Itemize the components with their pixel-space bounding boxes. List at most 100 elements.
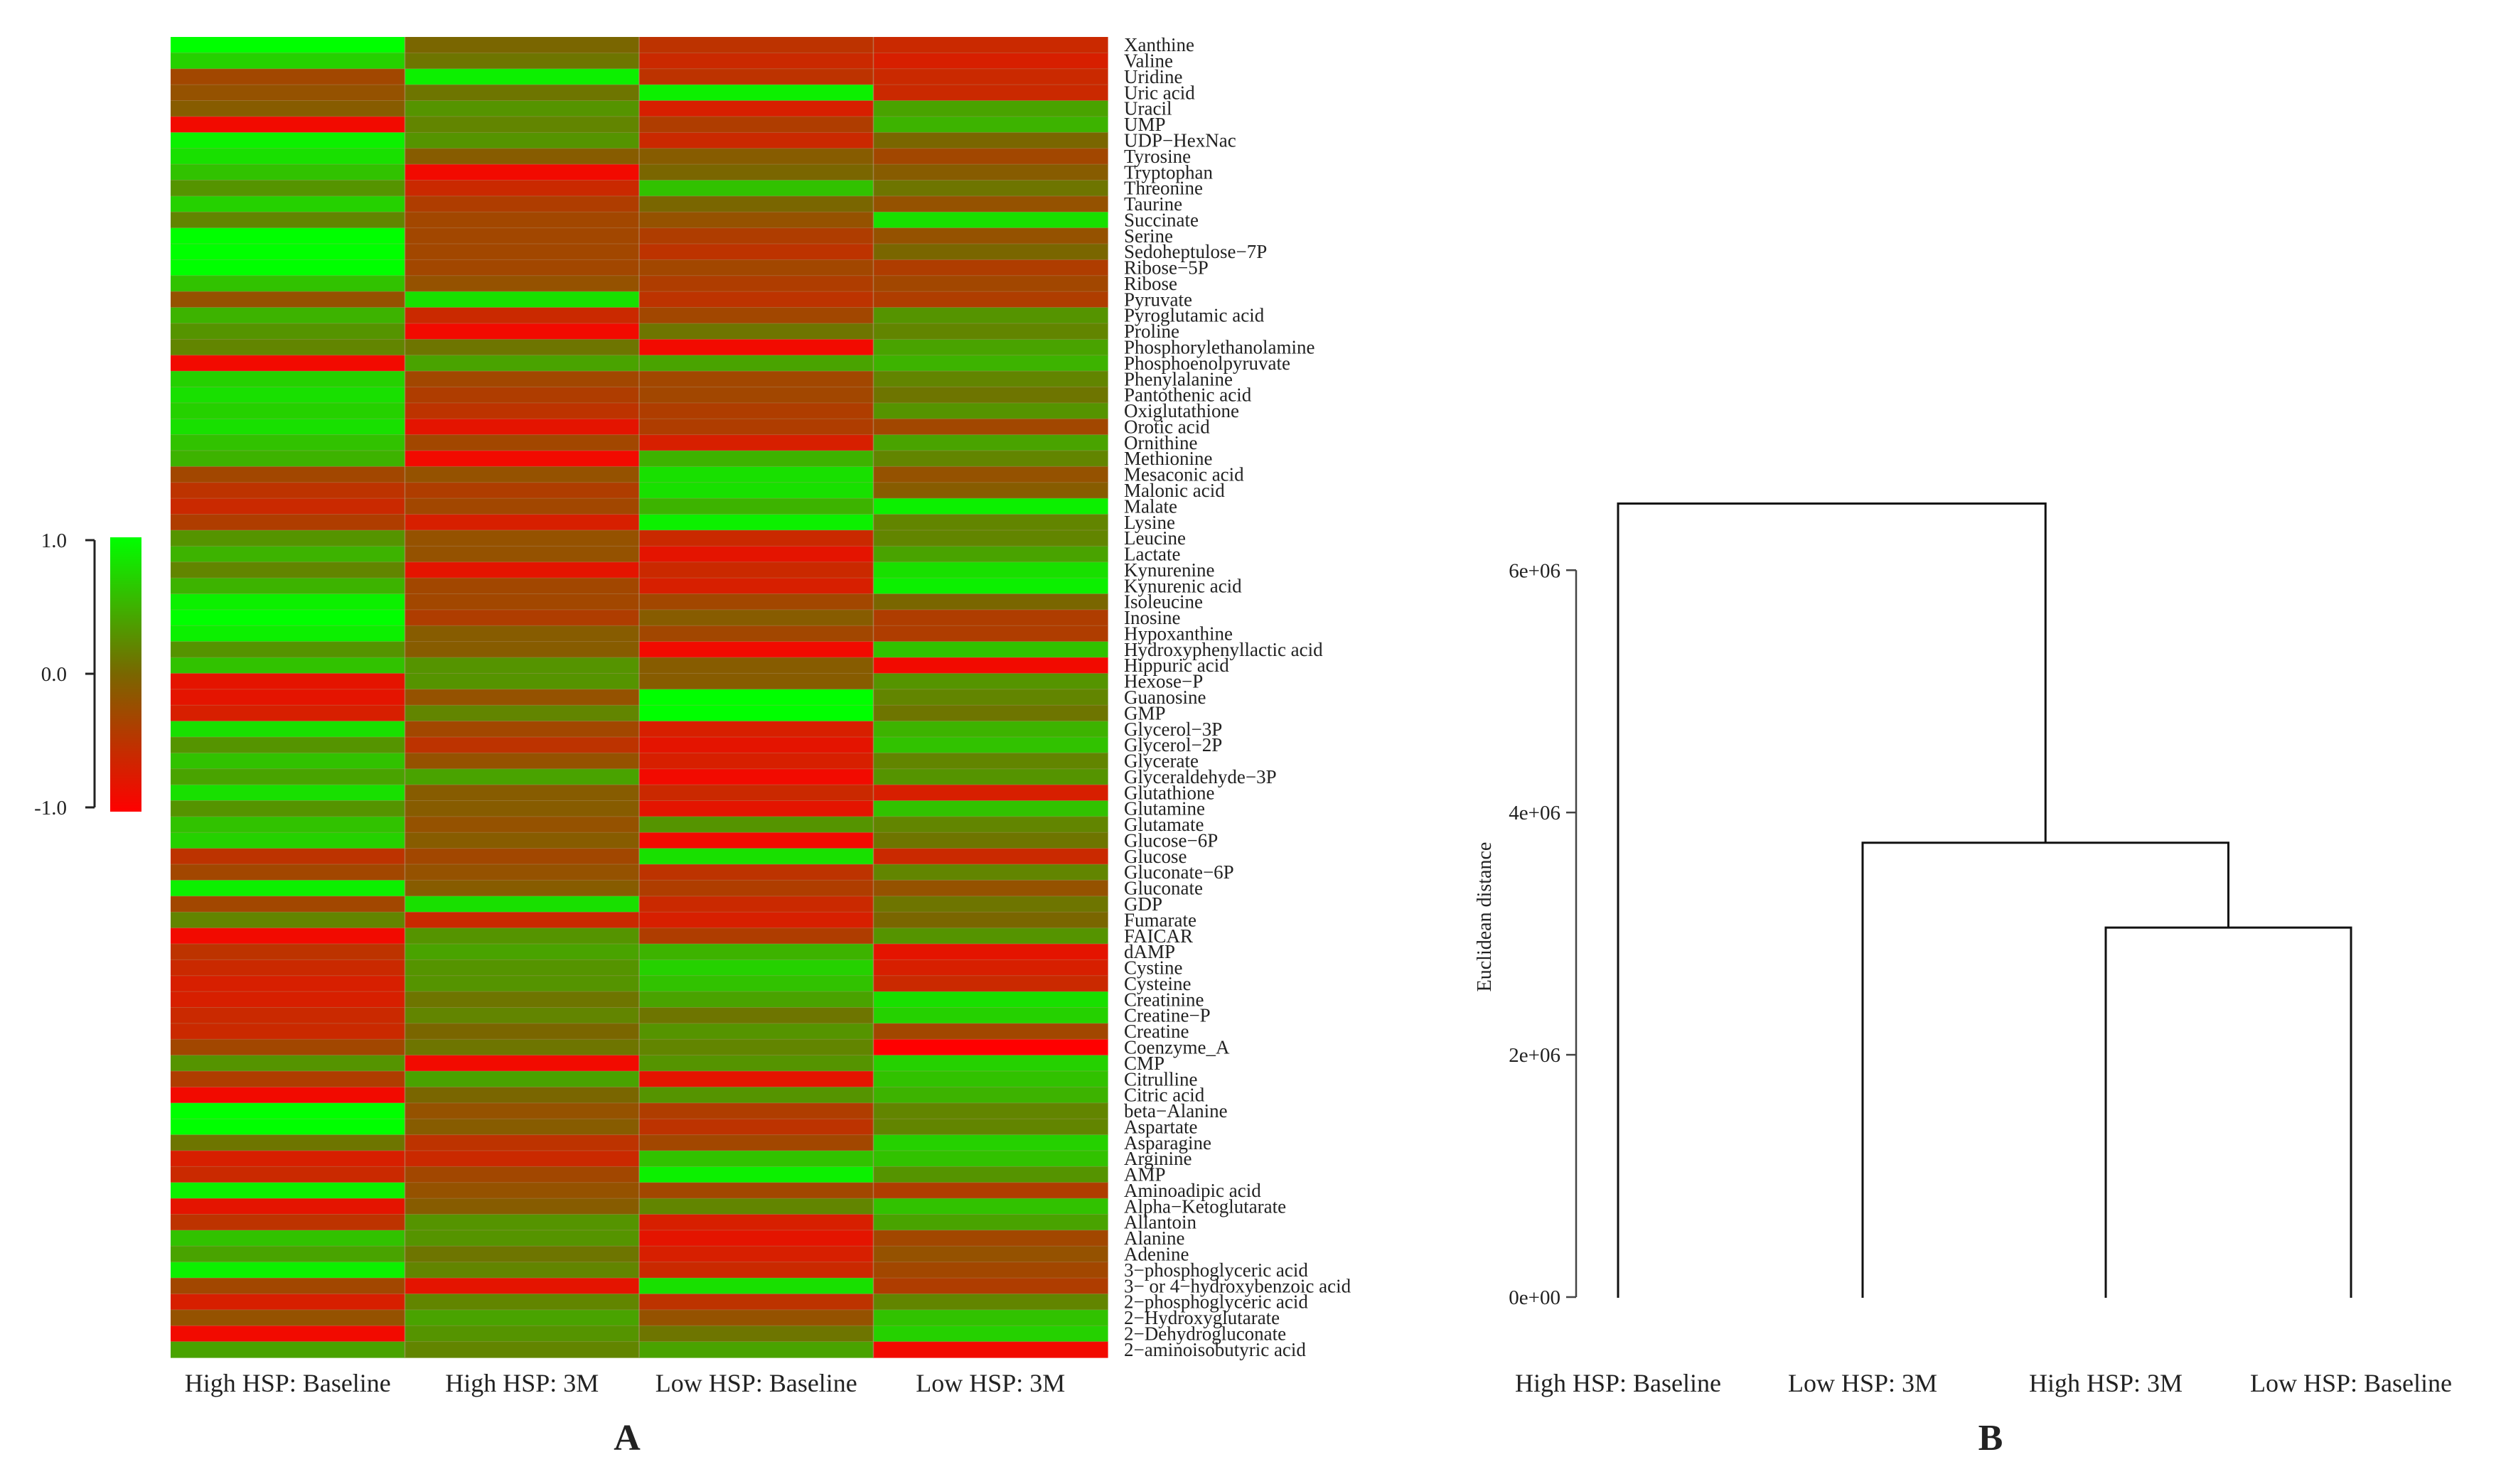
heatmap-cell: [639, 1055, 874, 1072]
heatmap-row-label: Glutathione: [1124, 782, 1214, 803]
color-scale-tick-label: -1.0: [34, 797, 67, 819]
heatmap-cell: [873, 355, 1108, 372]
heatmap-row-label: GDP: [1124, 893, 1162, 915]
heatmap-cell: [873, 705, 1108, 722]
heatmap-row-label: Malate: [1124, 495, 1177, 517]
heatmap-cell: [171, 785, 406, 802]
heatmap-cell: [639, 116, 874, 133]
heatmap-cell: [171, 1119, 406, 1136]
heatmap-cell: [405, 832, 640, 849]
heatmap-cell: [171, 736, 406, 753]
heatmap-cell: [639, 1007, 874, 1024]
dendrogram-leaf-label: High HSP: 3M: [2029, 1369, 2183, 1397]
heatmap-row-label: Inosine: [1124, 607, 1181, 628]
heatmap-cell: [873, 132, 1108, 149]
heatmap-cell: [873, 466, 1108, 483]
heatmap-row-label: FAICAR: [1124, 925, 1193, 947]
heatmap-cell: [171, 1294, 406, 1311]
heatmap-cells: [171, 37, 1108, 1358]
heatmap-cell: [873, 291, 1108, 308]
heatmap-cell: [405, 1071, 640, 1088]
dendrogram-leaf-label: Low HSP: 3M: [1788, 1369, 1937, 1397]
heatmap-cell: [171, 514, 406, 531]
heatmap-cell: [171, 546, 406, 563]
heatmap-cell: [171, 1102, 406, 1119]
heatmap-cell: [171, 244, 406, 260]
heatmap-cell: [171, 466, 406, 483]
heatmap-row-label: Ornithine: [1124, 432, 1197, 453]
heatmap-row-label: Creatinine: [1124, 989, 1204, 1010]
heatmap-cell: [405, 482, 640, 499]
heatmap-row-label: Pyroglutamic acid: [1124, 305, 1265, 326]
heatmap-row-label: beta−Alanine: [1124, 1100, 1228, 1122]
heatmap-cell: [639, 689, 874, 706]
heatmap-row-label: Lysine: [1124, 512, 1175, 533]
heatmap-row-label: 2−aminoisobutyric acid: [1124, 1339, 1306, 1360]
heatmap-cell: [405, 1150, 640, 1167]
heatmap-cell: [639, 561, 874, 579]
heatmap-cell: [405, 1166, 640, 1183]
heatmap-cell: [405, 641, 640, 658]
heatmap-cell: [873, 37, 1108, 53]
dendrogram-leaf-label: Low HSP: Baseline: [2250, 1369, 2452, 1397]
heatmap-cell: [873, 451, 1108, 468]
heatmap-cell: [171, 1134, 406, 1151]
heatmap-cell: [639, 434, 874, 451]
heatmap-cell: [873, 100, 1108, 117]
heatmap-cell: [405, 1294, 640, 1311]
heatmap-cell: [873, 85, 1108, 102]
heatmap-cell: [405, 1246, 640, 1263]
heatmap-cell: [639, 419, 874, 436]
heatmap-cell: [171, 1246, 406, 1263]
heatmap-cell: [405, 275, 640, 292]
dendrogram-leaf-label: High HSP: Baseline: [1515, 1369, 1721, 1397]
heatmap-row-label: Aminoadipic acid: [1124, 1180, 1261, 1201]
heatmap-cell: [171, 800, 406, 817]
heatmap-cell: [171, 1150, 406, 1167]
heatmap-cell: [873, 339, 1108, 356]
heatmap-row-label: Oxiglutathione: [1124, 400, 1239, 421]
heatmap-cell: [171, 848, 406, 865]
heatmap-cell: [639, 85, 874, 102]
heatmap-cell: [171, 768, 406, 785]
heatmap-cell: [171, 116, 406, 133]
heatmap-cell: [171, 212, 406, 229]
heatmap-cell: [171, 355, 406, 372]
heatmap-cell: [405, 609, 640, 626]
heatmap-cell: [873, 975, 1108, 992]
heatmap-cell: [639, 1214, 874, 1231]
heatmap-row-label: Kynurenic acid: [1124, 575, 1242, 596]
heatmap-cell: [639, 832, 874, 849]
heatmap-cell: [405, 896, 640, 913]
heatmap-cell: [639, 1182, 874, 1199]
heatmap-cell: [639, 912, 874, 929]
heatmap-row-label: Fumarate: [1124, 909, 1196, 930]
heatmap-cell: [873, 1326, 1108, 1343]
heatmap-row-label: Lactate: [1124, 544, 1180, 565]
heatmap-cell: [639, 1039, 874, 1056]
heatmap-cell: [405, 148, 640, 165]
heatmap-cell: [873, 1102, 1108, 1119]
heatmap-row-label: Phosphorylethanolamine: [1124, 337, 1314, 358]
heatmap-cell: [171, 53, 406, 70]
heatmap-cell: [171, 880, 406, 897]
heatmap-row-label: Phenylalanine: [1124, 368, 1233, 389]
heatmap-cell: [873, 609, 1108, 626]
heatmap-row-label: Pyruvate: [1124, 289, 1192, 310]
heatmap-cell: [171, 1023, 406, 1040]
heatmap-cell: [873, 546, 1108, 563]
heatmap-row-label: Methionine: [1124, 448, 1212, 469]
heatmap-row-label: Orotic acid: [1124, 416, 1210, 437]
heatmap-cell: [405, 816, 640, 833]
heatmap-cell: [639, 100, 874, 117]
heatmap-row-label: Leucine: [1124, 527, 1186, 549]
heatmap-cell: [405, 323, 640, 340]
color-scale-tick-label: 1.0: [41, 529, 67, 552]
dendrogram-y-tick-label: 6e+06: [1509, 559, 1560, 582]
heatmap-cell: [405, 355, 640, 372]
dendrogram-leaf-labels: High HSP: Baseline Low HSP: 3M High HSP: 3…: [1515, 1369, 2452, 1397]
heatmap-row-label: Creatine: [1124, 1021, 1189, 1042]
heatmap-row-label: Glucose−6P: [1124, 830, 1218, 851]
heatmap-cell: [171, 705, 406, 722]
